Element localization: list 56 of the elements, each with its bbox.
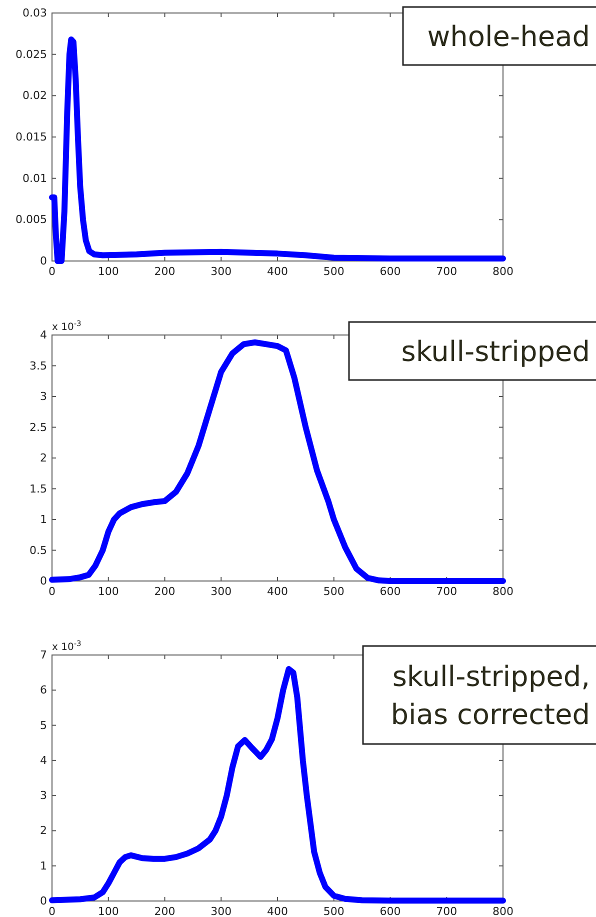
x-tick-label: 500 [323,584,344,598]
x-tick-label: 800 [492,904,514,917]
y-tick-label: 0.015 [16,130,47,144]
x-tick-label: 400 [267,584,288,598]
y-tick-label: 0.02 [22,89,47,102]
x-tick-label: 300 [210,584,232,598]
x-tick-label: 700 [436,264,458,278]
text: x 10$^{-3}$ [52,318,82,333]
y-tick-label: 0.025 [16,48,47,61]
x-tick-label: 600 [380,264,401,278]
chart-title: whole-head [427,20,590,53]
x-tick-label: 100 [98,584,119,598]
x-tick-label: 100 [98,904,119,917]
x-tick-label: 0 [48,264,56,278]
x-tick-label: 200 [154,904,176,917]
x-tick-label: 500 [323,264,344,278]
y-tick-label: 2 [40,452,47,465]
x-tick-label: 800 [492,264,514,278]
y-tick-label: 0.5 [30,544,47,557]
x-tick-label: 100 [98,264,119,278]
y-tick-label: 4 [40,754,47,767]
x-tick-label: 600 [380,584,401,598]
y-tick-label: 0 [40,254,47,268]
y-tick-label: 3 [40,390,47,404]
y-tick-label: 0 [40,574,47,588]
y-tick-label: 3 [40,789,47,802]
y-tick-label: 2 [40,824,47,838]
y-tick-label: 0.03 [22,6,47,20]
y-tick-label: 0 [40,894,47,908]
x-tick-label: 300 [210,264,232,278]
y-tick-label: 1 [40,513,47,526]
y-tick-label: 1.5 [30,482,47,496]
x-tick-label: 0 [48,904,56,917]
x-tick-label: 800 [492,584,514,598]
x-tick-label: 200 [154,264,176,278]
x-tick-label: 700 [436,904,458,917]
y-tick-label: 5 [40,718,47,732]
x-tick-label: 200 [154,584,176,598]
text: x 10$^{-3}$ [52,638,82,653]
y-tick-label: 3.5 [30,359,47,372]
y-tick-label: 1 [40,859,47,872]
x-tick-label: 0 [48,584,56,598]
text: skull-stripped, bias corrected [390,660,590,731]
y-tick-label: 0.01 [22,172,47,185]
y-tick-label: 2.5 [30,420,47,434]
x-tick-label: 400 [267,264,288,278]
x-tick-label: 500 [323,904,344,917]
x-tick-label: 400 [267,904,288,917]
chart-title: skull-stripped [401,335,590,368]
y-tick-label: 6 [40,684,47,697]
y-tick-label: 4 [40,328,47,342]
x-tick-label: 700 [436,584,458,598]
x-tick-label: 300 [210,904,232,917]
x-tick-label: 600 [380,904,401,917]
y-tick-label: 7 [40,648,47,662]
y-tick-label: 0.005 [16,213,47,226]
